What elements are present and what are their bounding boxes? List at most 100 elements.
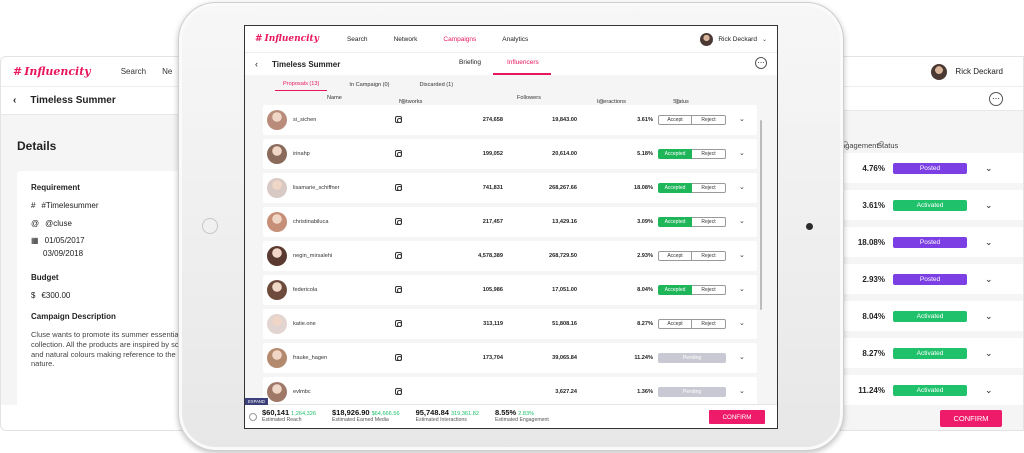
influencer-name[interactable]: christinabiluca — [293, 219, 329, 225]
home-button[interactable] — [202, 218, 218, 234]
instagram-icon — [395, 354, 402, 361]
chevron-down-icon[interactable]: ⌄ — [985, 384, 993, 395]
nav-search[interactable]: Search — [120, 67, 147, 76]
influencer-name[interactable]: evlmbc — [293, 389, 311, 395]
avatar[interactable] — [267, 178, 287, 198]
scrollbar[interactable] — [760, 120, 762, 310]
back-chevron-icon[interactable]: ‹ — [13, 95, 17, 106]
accept-button[interactable]: Accepted — [658, 183, 692, 193]
nav-campaigns[interactable]: Campaigns — [443, 35, 477, 43]
chevron-down-icon[interactable]: ⌄ — [985, 162, 993, 173]
chevron-down-icon[interactable]: ⌄ — [985, 347, 993, 358]
chevron-down-icon[interactable]: ⌄ — [739, 184, 745, 191]
table-row[interactable]: christinabiluca 217,457 13,429.16 3.09% Acce… — [263, 207, 757, 237]
avatar[interactable] — [267, 314, 287, 334]
user-menu[interactable]: Rick Deckard ⌄ — [700, 32, 767, 46]
reject-button[interactable]: Reject — [692, 319, 726, 329]
table-row[interactable]: 11.24% Activated ⌄ — [841, 375, 1023, 405]
earned-value: 268,729.50 — [549, 253, 577, 259]
accept-button[interactable]: Accept — [658, 251, 692, 261]
avatar[interactable] — [267, 144, 287, 164]
tab-briefing[interactable]: Briefing — [459, 59, 482, 66]
subtab-proposals[interactable]: Proposals (13) — [275, 81, 328, 91]
chevron-down-icon[interactable]: ⌄ — [985, 273, 993, 284]
reject-button[interactable]: Reject — [692, 183, 726, 193]
accept-button[interactable]: Accepted — [658, 149, 692, 159]
accept-button[interactable]: Accepted — [658, 285, 692, 295]
table-row[interactable]: 4.76% Posted ⌄ — [841, 153, 1023, 183]
nav-network-partial[interactable]: Ne — [162, 67, 173, 76]
chevron-down-icon[interactable]: ⌄ — [739, 388, 745, 395]
table-row[interactable]: frauke_hagen 173,704 39,065.84 11.24% Pendin… — [263, 343, 757, 373]
table-row[interactable]: 18.08% Posted ⌄ — [841, 227, 1023, 257]
reject-button[interactable]: Reject — [692, 285, 726, 295]
reject-button[interactable]: Reject — [692, 115, 726, 125]
expand-badge[interactable]: EXPAND — [245, 398, 268, 405]
accept-button[interactable]: Accepted — [658, 217, 692, 227]
more-options-icon[interactable]: ⋯ — [755, 57, 767, 69]
followers-value: 313,119 — [483, 321, 503, 327]
table-row[interactable]: 2.93% Posted ⌄ — [841, 264, 1023, 294]
table-row[interactable]: irinahp 199,052 20,614.00 5.18% Accepted Reje… — [263, 139, 757, 169]
avatar[interactable] — [931, 63, 948, 80]
status-controls: Accepted Reject — [658, 217, 726, 227]
confirm-button[interactable]: CONFIRM — [940, 410, 1002, 427]
chevron-down-icon[interactable]: ⌄ — [739, 286, 745, 293]
avatar[interactable] — [267, 382, 287, 402]
chevron-down-icon[interactable]: ⌄ — [985, 310, 993, 321]
chevron-down-icon[interactable]: ⌄ — [739, 218, 745, 225]
table-row[interactable]: federicola 105,986 17,051.00 8.04% Accepted R… — [263, 275, 757, 305]
user-name[interactable]: Rick Deckard — [955, 67, 1003, 76]
estimated-engagement: 8.55% 2.83% Estimated Engagement — [494, 408, 549, 423]
table-row[interactable]: katie.one 313,119 51,808.16 8.27% Accept Reje… — [263, 309, 757, 339]
avatar[interactable] — [267, 246, 287, 266]
chevron-down-icon[interactable]: ⌄ — [739, 252, 745, 259]
chevron-down-icon[interactable]: ⌄ — [985, 236, 993, 247]
chevron-down-icon[interactable]: ⌄ — [739, 320, 745, 327]
accept-button[interactable]: Accept — [658, 115, 692, 125]
back-chevron-icon[interactable]: ‹ — [255, 59, 258, 69]
table-row[interactable]: 8.27% Activated ⌄ — [841, 338, 1023, 368]
camera — [806, 223, 813, 230]
avatar[interactable] — [267, 348, 287, 368]
instagram-icon — [395, 286, 402, 293]
status-controls: Accept Reject — [658, 319, 726, 329]
subtab-in-campaign[interactable]: In Campaign (0) — [349, 82, 390, 88]
table-row[interactable]: negin_mirsalehi 4,578,389 268,729.50 2.93% A… — [263, 241, 757, 271]
influencer-content: Proposals (13) In Campaign (0) Discarded… — [245, 75, 777, 428]
nav-network[interactable]: Network — [393, 35, 418, 43]
influencer-name[interactable]: frauke_hagen — [293, 355, 328, 361]
influencer-name[interactable]: si_sichen — [293, 117, 317, 123]
logo[interactable]: # Influencity — [13, 65, 91, 78]
chevron-down-icon[interactable]: ⌄ — [739, 116, 745, 123]
influencer-name[interactable]: negin_mirsalehi — [293, 253, 333, 259]
logo[interactable]: # Influencity — [255, 34, 319, 44]
chevron-down-icon[interactable]: ⌄ — [739, 354, 745, 361]
reject-button[interactable]: Reject — [692, 149, 726, 159]
accept-button[interactable]: Accept — [658, 319, 692, 329]
influencer-name[interactable]: katie.one — [293, 321, 316, 327]
table-row[interactable]: 3.61% Activated ⌄ — [841, 190, 1023, 220]
influencer-name[interactable]: irinahp — [293, 151, 310, 157]
chevron-down-icon[interactable]: ⌄ — [985, 199, 993, 210]
interactions-value: 11.24% — [634, 355, 653, 361]
table-row[interactable]: si_sichen 274,658 19,843.00 3.61% Accept Reje… — [263, 105, 757, 135]
nav-analytics[interactable]: Analytics — [502, 35, 529, 43]
reject-button[interactable]: Reject — [692, 251, 726, 261]
table-row[interactable]: evlmbc 3,627.24 1.36% Pending ⌄ — [263, 377, 757, 407]
influencer-name[interactable]: lisamarie_schiffner — [293, 185, 340, 191]
influencer-name[interactable]: federicola — [293, 287, 318, 293]
nav-search[interactable]: Search — [346, 35, 368, 43]
more-options-icon[interactable]: ⋯ — [989, 91, 1003, 106]
table-row[interactable]: lisamarie_schiffner 741,831 268,267.66 18.0… — [263, 173, 757, 203]
table-row[interactable]: 8.04% Activated ⌄ — [841, 301, 1023, 331]
chevron-down-icon[interactable]: ⌄ — [739, 150, 745, 157]
avatar[interactable] — [267, 110, 287, 130]
avatar[interactable] — [267, 212, 287, 232]
hashtag-row: # #Timelesummer — [31, 201, 199, 211]
avatar[interactable] — [267, 280, 287, 300]
subtab-discarded[interactable]: Discarded (1) — [419, 82, 454, 88]
tab-influencers[interactable]: Influencers — [507, 59, 539, 66]
confirm-button[interactable]: CONFIRM — [709, 410, 765, 424]
reject-button[interactable]: Reject — [692, 217, 726, 227]
